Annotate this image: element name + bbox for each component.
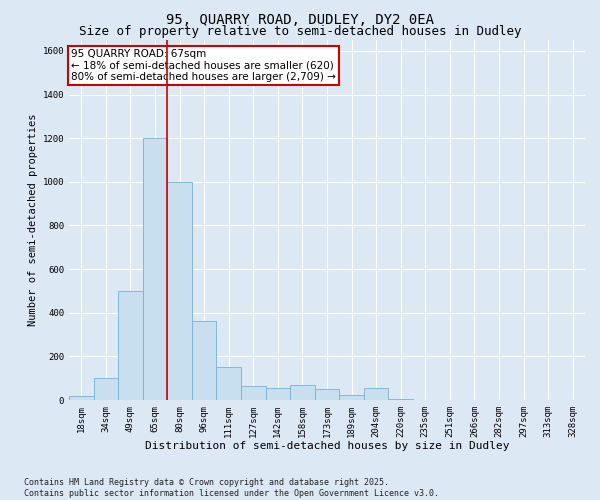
Bar (364, 388, 388, 400)
Text: 95, QUARRY ROAD, DUDLEY, DY2 0EA: 95, QUARRY ROAD, DUDLEY, DY2 0EA (166, 12, 434, 26)
X-axis label: Distribution of semi-detached houses by size in Dudley: Distribution of semi-detached houses by … (145, 442, 509, 452)
Bar (315, 389, 339, 400)
Bar (290, 384, 315, 400)
Bar (241, 386, 266, 400)
Bar (94, 378, 118, 400)
Bar (266, 388, 290, 400)
Bar (217, 368, 241, 400)
Bar (388, 399, 413, 400)
Bar (143, 138, 167, 400)
Y-axis label: Number of semi-detached properties: Number of semi-detached properties (28, 114, 38, 326)
Bar (192, 322, 217, 400)
Bar (118, 291, 143, 400)
Text: Size of property relative to semi-detached houses in Dudley: Size of property relative to semi-detach… (79, 25, 521, 38)
Bar (339, 394, 364, 400)
Text: Contains HM Land Registry data © Crown copyright and database right 2025.
Contai: Contains HM Land Registry data © Crown c… (24, 478, 439, 498)
Bar (69, 396, 94, 400)
Bar (167, 182, 192, 400)
Text: 95 QUARRY ROAD: 67sqm
← 18% of semi-detached houses are smaller (620)
80% of sem: 95 QUARRY ROAD: 67sqm ← 18% of semi-deta… (71, 49, 337, 82)
